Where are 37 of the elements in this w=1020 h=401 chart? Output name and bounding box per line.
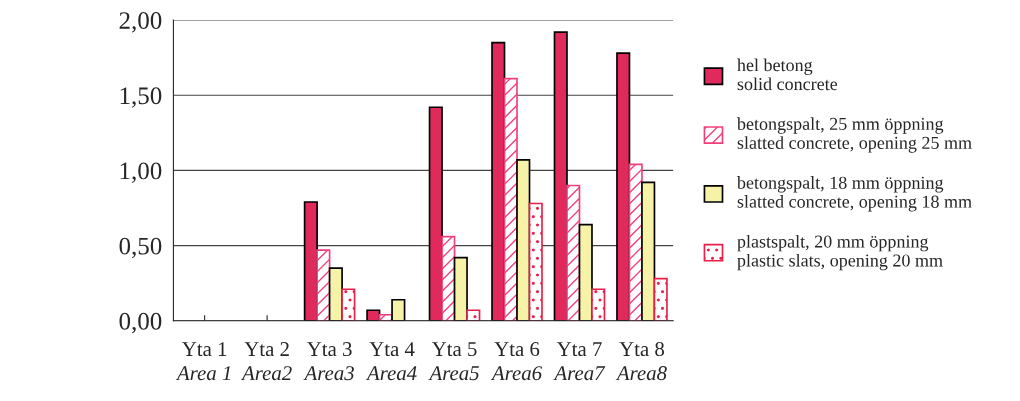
x-tick-label: Yta 8 Area8	[615, 342, 667, 381]
bar	[553, 31, 568, 321]
bar	[566, 184, 581, 321]
bar	[341, 288, 356, 321]
bar	[591, 288, 606, 321]
y-tick-label: 2,00	[119, 12, 162, 33]
y-tick-label: 1,00	[120, 162, 162, 183]
legend-label: hel betong solid concrete	[737, 58, 838, 91]
bar	[328, 267, 343, 321]
bar	[641, 181, 656, 321]
y-tick-label: 1,50	[120, 87, 162, 108]
legend-label: betongspalt, 25 mm öppning slatted concrete, opening 25 mm	[736, 117, 972, 153]
bar	[453, 256, 468, 321]
x-tick-label: Yta 1 Area 1	[175, 342, 231, 381]
bar	[366, 309, 381, 321]
x-tick-label: Yta 5 Area5	[428, 342, 479, 381]
bar	[578, 223, 593, 321]
y-tick-label: 0,50	[119, 237, 162, 259]
bar	[441, 235, 456, 321]
bar	[303, 201, 318, 321]
bar	[491, 41, 506, 321]
bar	[316, 249, 331, 321]
bar	[391, 298, 406, 321]
bar	[428, 106, 443, 321]
x-tick-label: Yta 2 Area2	[240, 342, 292, 381]
y-tick-label: 0,00	[119, 312, 162, 334]
x-tick-label: Yta 7 Area7	[553, 342, 606, 381]
bar	[653, 277, 668, 321]
x-tick-label: Yta 4 Area4	[365, 342, 417, 381]
bar	[616, 52, 631, 321]
bar	[528, 202, 543, 321]
x-tick-label: Yta 3 Area3	[303, 342, 354, 381]
legend-label: betongspalt, 18 mm öppning slatted concrete, opening 18 mm	[736, 176, 972, 212]
bar	[516, 159, 531, 321]
x-tick-label: Yta 6 Area6	[490, 342, 542, 381]
legend-label: plastspalt, 20 mm öppning plastic slats, opening 20 mm	[737, 234, 943, 271]
bar	[466, 309, 481, 321]
